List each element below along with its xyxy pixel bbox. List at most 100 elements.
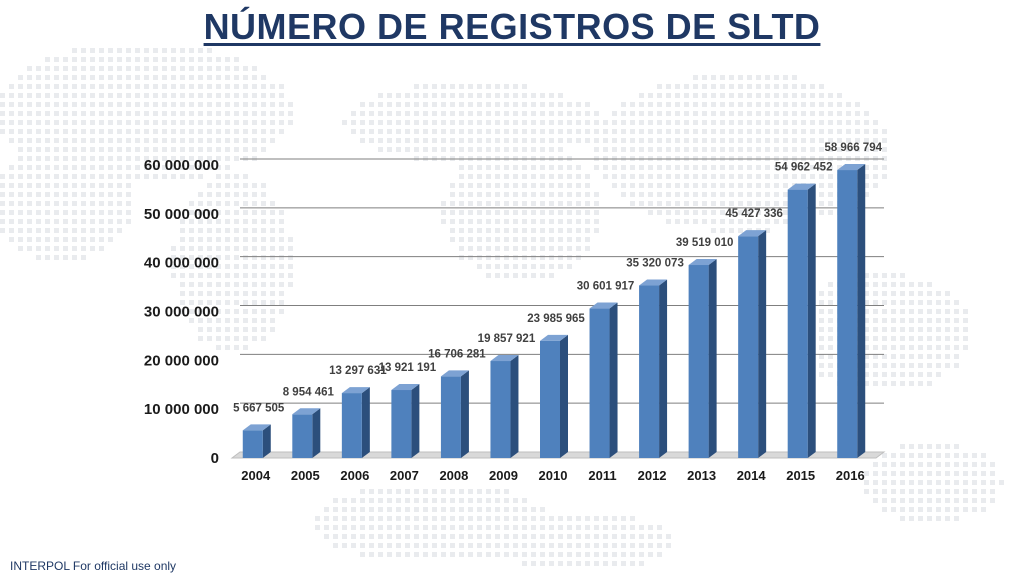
map-dot [774, 210, 779, 215]
map-dot [711, 138, 716, 143]
map-dot [180, 228, 185, 233]
map-dot [378, 111, 383, 116]
map-dot [891, 309, 896, 314]
map-dot [738, 93, 743, 98]
map-dot [504, 246, 509, 251]
map-dot [540, 255, 545, 260]
map-dot [63, 192, 68, 197]
map-dot [621, 183, 626, 188]
map-dot [126, 210, 131, 215]
map-dot [891, 336, 896, 341]
map-dot [477, 174, 482, 179]
map-dot [666, 138, 671, 143]
map-dot [279, 129, 284, 134]
map-dot [828, 102, 833, 107]
map-dot [261, 327, 266, 332]
map-dot [972, 507, 977, 512]
map-dot [405, 489, 410, 494]
map-dot [225, 201, 230, 206]
bar-2012 [639, 279, 668, 458]
map-dot [45, 183, 50, 188]
map-dot [945, 471, 950, 476]
map-dot [558, 174, 563, 179]
map-dot [531, 237, 536, 242]
map-dot [18, 138, 23, 143]
map-dot [252, 129, 257, 134]
map-dot [540, 120, 545, 125]
map-dot [18, 210, 23, 215]
map-dot [576, 237, 581, 242]
map-dot [486, 174, 491, 179]
bar-side [659, 279, 668, 458]
map-dot [720, 84, 725, 89]
map-dot [261, 192, 266, 197]
map-dot [126, 66, 131, 71]
map-dot [549, 183, 554, 188]
map-dot [90, 48, 95, 53]
map-dot [972, 480, 977, 485]
map-dot [801, 138, 806, 143]
map-dot [594, 228, 599, 233]
map-dot [927, 372, 932, 377]
map-dot [369, 534, 374, 539]
map-dot [585, 561, 590, 566]
map-dot [756, 147, 761, 152]
map-dot [729, 75, 734, 80]
map-dot [243, 147, 248, 152]
map-dot [810, 111, 815, 116]
map-dot [252, 264, 257, 269]
map-dot [99, 192, 104, 197]
map-dot [666, 120, 671, 125]
map-dot [252, 183, 257, 188]
map-dot [333, 498, 338, 503]
map-dot [603, 129, 608, 134]
map-dot [558, 237, 563, 242]
map-dot [567, 255, 572, 260]
map-dot [288, 246, 293, 251]
map-dot [774, 174, 779, 179]
map-dot [279, 291, 284, 296]
map-dot [36, 138, 41, 143]
map-dot [459, 183, 464, 188]
map-dot [495, 129, 500, 134]
map-dot [45, 237, 50, 242]
map-dot [189, 264, 194, 269]
map-dot [900, 516, 905, 521]
map-dot [189, 300, 194, 305]
map-dot [513, 174, 518, 179]
map-dot [828, 300, 833, 305]
map-dot [99, 201, 104, 206]
map-dot [0, 120, 5, 125]
map-dot [207, 48, 212, 53]
map-dot [81, 174, 86, 179]
map-dot [198, 156, 203, 161]
map-dot [342, 534, 347, 539]
map-dot [9, 165, 14, 170]
map-dot [81, 120, 86, 125]
map-dot [225, 318, 230, 323]
map-dot [333, 516, 338, 521]
map-dot [558, 102, 563, 107]
map-dot [450, 111, 455, 116]
map-dot [225, 183, 230, 188]
map-dot [513, 525, 518, 530]
map-dot [270, 300, 275, 305]
map-dot [243, 111, 248, 116]
map-dot [819, 354, 824, 359]
map-dot [585, 219, 590, 224]
map-dot [918, 282, 923, 287]
map-dot [432, 102, 437, 107]
map-dot [657, 93, 662, 98]
map-dot [261, 75, 266, 80]
map-dot [828, 174, 833, 179]
map-dot [360, 489, 365, 494]
map-dot [234, 75, 239, 80]
map-dot [216, 246, 221, 251]
map-dot [225, 255, 230, 260]
map-dot [234, 102, 239, 107]
map-dot [414, 498, 419, 503]
map-dot [45, 75, 50, 80]
bar-front [589, 308, 610, 458]
map-dot [198, 129, 203, 134]
map-dot [351, 507, 356, 512]
